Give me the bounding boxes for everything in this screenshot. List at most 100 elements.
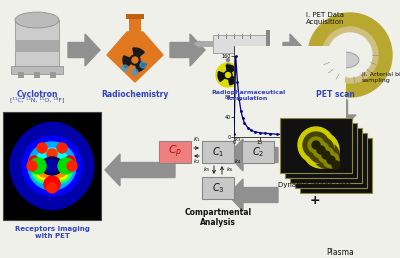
FancyArrow shape xyxy=(68,34,100,66)
Circle shape xyxy=(323,152,349,178)
Ellipse shape xyxy=(331,52,359,68)
Bar xyxy=(202,141,234,163)
Circle shape xyxy=(130,55,140,65)
Text: +: + xyxy=(310,194,320,207)
Text: Cyclotron: Cyclotron xyxy=(16,90,58,99)
FancyArrow shape xyxy=(228,139,278,171)
Text: $C_2$: $C_2$ xyxy=(252,145,264,159)
Ellipse shape xyxy=(41,157,63,175)
Bar xyxy=(218,34,219,39)
Circle shape xyxy=(303,132,339,168)
Text: $k_3$: $k_3$ xyxy=(234,135,242,144)
Bar xyxy=(159,141,191,163)
Circle shape xyxy=(132,69,138,75)
Circle shape xyxy=(318,147,344,173)
Polygon shape xyxy=(10,122,94,210)
Circle shape xyxy=(308,13,392,97)
Circle shape xyxy=(226,72,230,77)
Circle shape xyxy=(34,161,54,181)
Text: Dynamic Image Data: Dynamic Image Data xyxy=(278,182,352,188)
Circle shape xyxy=(30,158,46,174)
Text: [¹¹C, ¹³N, ¹⁵O, ¹⁸F]: [¹¹C, ¹³N, ¹⁵O, ¹⁸F] xyxy=(10,97,64,103)
Circle shape xyxy=(47,149,57,159)
Circle shape xyxy=(308,137,324,153)
Circle shape xyxy=(312,141,320,149)
Circle shape xyxy=(32,159,56,183)
Polygon shape xyxy=(107,32,163,55)
Circle shape xyxy=(132,57,138,63)
Polygon shape xyxy=(194,41,200,47)
Bar xyxy=(213,35,268,53)
Text: $k_4$: $k_4$ xyxy=(234,157,242,166)
FancyArrow shape xyxy=(170,34,205,66)
Circle shape xyxy=(57,143,67,153)
Circle shape xyxy=(332,161,340,169)
Circle shape xyxy=(226,59,230,61)
Circle shape xyxy=(298,127,334,163)
Circle shape xyxy=(47,183,57,193)
Wedge shape xyxy=(123,56,135,68)
Circle shape xyxy=(122,65,128,71)
Circle shape xyxy=(38,165,50,177)
Circle shape xyxy=(28,142,76,190)
Bar xyxy=(234,34,235,39)
Text: II. Arterial blood
sampling: II. Arterial blood sampling xyxy=(362,72,400,83)
FancyArrow shape xyxy=(105,154,175,186)
Circle shape xyxy=(322,27,378,83)
Circle shape xyxy=(67,161,77,171)
Text: $C_1$: $C_1$ xyxy=(212,145,224,159)
Circle shape xyxy=(308,137,344,173)
Bar xyxy=(290,128,362,183)
Bar xyxy=(266,30,270,58)
Circle shape xyxy=(308,137,334,163)
Text: PET scan: PET scan xyxy=(316,90,354,99)
Bar xyxy=(285,123,357,178)
Text: $k_6$: $k_6$ xyxy=(226,166,233,174)
Circle shape xyxy=(328,157,344,173)
Text: Radiopharmaceutical
formulation: Radiopharmaceutical formulation xyxy=(211,90,285,101)
Bar xyxy=(34,72,40,78)
Text: $k_5$: $k_5$ xyxy=(203,166,210,174)
Bar xyxy=(18,72,24,78)
Circle shape xyxy=(313,142,339,168)
Circle shape xyxy=(328,33,372,77)
Circle shape xyxy=(44,176,60,192)
Bar xyxy=(50,72,56,78)
Circle shape xyxy=(226,69,230,71)
Text: Compartmental
Analysis: Compartmental Analysis xyxy=(184,208,252,227)
Bar xyxy=(3,112,101,220)
Ellipse shape xyxy=(15,12,59,28)
Bar xyxy=(202,177,234,199)
Bar xyxy=(242,34,243,39)
Bar xyxy=(15,40,59,52)
Circle shape xyxy=(54,165,66,177)
Circle shape xyxy=(323,152,339,168)
Circle shape xyxy=(216,63,240,87)
Circle shape xyxy=(313,142,349,178)
Bar xyxy=(250,34,251,39)
Circle shape xyxy=(313,142,329,158)
Circle shape xyxy=(318,147,354,183)
Bar xyxy=(300,138,372,193)
Bar xyxy=(226,34,227,39)
Polygon shape xyxy=(107,55,163,82)
Circle shape xyxy=(36,163,52,179)
Circle shape xyxy=(29,156,39,166)
Circle shape xyxy=(50,161,70,181)
Text: Plasma: Plasma xyxy=(326,248,354,257)
Wedge shape xyxy=(228,75,237,85)
Bar xyxy=(11,66,63,74)
FancyArrow shape xyxy=(228,179,278,211)
Circle shape xyxy=(52,163,68,179)
Bar xyxy=(242,141,274,163)
Text: $C_p$: $C_p$ xyxy=(168,144,182,160)
Circle shape xyxy=(34,148,70,184)
Wedge shape xyxy=(135,60,146,72)
Bar xyxy=(129,18,141,34)
Wedge shape xyxy=(218,71,228,82)
FancyArrow shape xyxy=(283,34,305,66)
Bar xyxy=(295,133,367,188)
Circle shape xyxy=(327,156,335,164)
Circle shape xyxy=(226,63,230,67)
Circle shape xyxy=(27,161,37,171)
